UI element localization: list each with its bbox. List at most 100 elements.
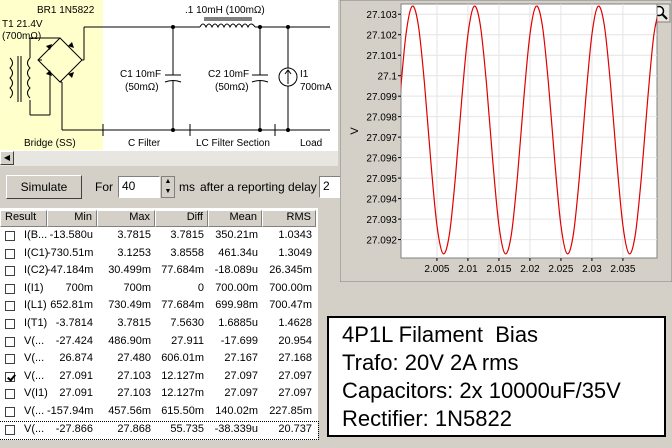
wires <box>9 17 330 136</box>
row-checkbox[interactable] <box>5 319 15 329</box>
name-cell: V(... <box>24 422 45 435</box>
column-header: Mean <box>208 210 262 227</box>
row-checkbox[interactable] <box>5 231 15 241</box>
value-cell: 12.127m <box>161 369 204 382</box>
row-checkbox[interactable] <box>5 283 15 294</box>
note-line: 4P1L Filament Bias <box>342 322 539 347</box>
row-checkbox[interactable] <box>5 336 15 347</box>
value-cell: 27.097 <box>224 387 258 400</box>
result-row: V(... -27.866 27.868 55.735 -38.339u 20.737 <box>0 420 319 440</box>
value-cell: 486.90m <box>108 334 151 347</box>
note-line: Capacitors: 2x 10000uF/35V <box>342 378 621 403</box>
unit-label: ms <box>179 180 195 194</box>
delay-label: after a reporting delay of <box>200 180 331 194</box>
value-cell: 3.7815 <box>170 229 204 241</box>
column-header: Min <box>47 210 97 227</box>
value-cell: 457.56m <box>108 405 151 417</box>
name-cell: V(... <box>24 334 45 347</box>
value-cell: 3.8558 <box>170 246 204 259</box>
duration-spinner[interactable]: ▲ ▼ <box>161 176 175 198</box>
y-tick-label: 27.092 <box>366 236 397 247</box>
value-cell: 7.5630 <box>170 317 204 329</box>
value-cell: 140.02m <box>215 405 258 417</box>
duration-input[interactable]: 40 <box>118 176 160 198</box>
row-checkbox[interactable] <box>5 407 15 417</box>
value-cell: 20.737 <box>278 422 312 435</box>
y-tick-label: 27.103 <box>366 10 397 21</box>
row-checkbox[interactable] <box>5 354 15 365</box>
value-cell: 3.7815 <box>117 229 151 241</box>
name-cell: V(... <box>24 352 45 365</box>
y-tick-label: 27.098 <box>366 113 397 124</box>
value-cell: 3.7815 <box>117 317 151 329</box>
value-cell: 27.911 <box>171 334 204 347</box>
result-row: I(C2) -47.184m 30.499m 77.684m -18.089u 26.34… <box>0 263 318 280</box>
row-checkbox[interactable] <box>5 266 15 277</box>
value-cell: 699.98m <box>215 299 258 312</box>
result-row: V(... -157.94m 457.56m 615.50m 140.02m 227.85… <box>0 404 318 421</box>
value-cell: 700m <box>65 281 93 294</box>
chart: V 27.103 27.102 27.101 27.1 27.099 27.098 27.0… <box>340 0 672 282</box>
row-checkbox[interactable] <box>5 371 15 382</box>
name-cell: V(... <box>24 369 45 382</box>
value-cell: 461.34u <box>218 246 258 259</box>
name-cell: I(C2) <box>24 264 49 277</box>
c1-label: C1 10mF <box>120 69 161 80</box>
column-header: RMS <box>262 210 316 227</box>
x-tick-label: 2.02 <box>520 264 540 275</box>
y-tick-label: 27.102 <box>366 31 397 42</box>
value-cell: 700.00m <box>269 281 312 294</box>
result-row: I(B... -13.580u 3.7815 3.7815 350.21m 1.0343 <box>0 228 318 245</box>
for-label: For <box>95 180 113 194</box>
value-cell: 27.868 <box>117 422 151 435</box>
section-label: C Filter <box>128 138 161 149</box>
row-checkbox[interactable] <box>5 248 15 259</box>
value-cell: 227.85m <box>269 405 312 417</box>
x-tick-label: 2.025 <box>548 264 573 275</box>
result-row: V(... 27.091 27.103 12.127m 27.097 27.097 <box>0 369 318 386</box>
schematic: BR1 1N5822 T1 21.4V (700mΩ) C1 10mF (50m… <box>0 0 338 150</box>
value-cell: 27.097 <box>224 369 258 382</box>
rectifier-label: BR1 1N5822 <box>37 5 95 16</box>
value-cell: 30.499m <box>108 264 151 277</box>
value-cell: 1.0343 <box>278 229 312 241</box>
y-tick-label: 27.096 <box>366 154 397 165</box>
y-tick-label: 27.1 <box>378 72 398 83</box>
scroll-left-button[interactable]: ◀ <box>0 151 14 165</box>
section-label: Load <box>300 138 322 149</box>
value-cell: 3.1253 <box>117 246 151 259</box>
c2-label: C2 10mF <box>208 69 249 80</box>
row-checkbox[interactable] <box>5 424 15 435</box>
row-checkbox[interactable] <box>5 301 15 312</box>
row-checkbox[interactable] <box>5 389 15 400</box>
result-row: V(I1) 27.091 27.103 12.127m 27.097 27.097 <box>0 386 318 403</box>
transformer-label: T1 21.4V <box>2 19 43 30</box>
value-cell: -17.699 <box>220 334 258 347</box>
y-tick-label: 27.093 <box>366 215 397 226</box>
name-cell: I(L1) <box>24 299 47 312</box>
value-cell: 0 <box>197 281 204 294</box>
diodes <box>46 42 74 78</box>
name-cell: V(... <box>24 405 45 417</box>
value-cell: 1.6885u <box>218 317 258 329</box>
value-cell: 27.168 <box>278 352 312 365</box>
value-cell: 77.684m <box>161 299 204 312</box>
name-cell: V(I1) <box>24 387 48 400</box>
value-cell: 55.735 <box>170 422 204 435</box>
c1-esr: (50mΩ) <box>125 82 159 93</box>
data-line <box>401 5 657 255</box>
value-cell: 1.4628 <box>278 317 312 329</box>
value-cell: 77.684m <box>161 264 204 277</box>
name-cell: I(T1) <box>24 317 48 329</box>
horizontal-scrollbar[interactable]: ◀ <box>0 150 338 166</box>
value-cell: 12.127m <box>161 387 204 400</box>
name-cell: I(B... <box>24 229 48 241</box>
result-row: V(... -27.424 486.90m 27.911 -17.699 20.954 <box>0 334 318 351</box>
y-tick-label: 27.101 <box>366 51 397 62</box>
section-label: LC Filter Section <box>196 138 270 149</box>
value-cell: -38.339u <box>214 422 258 435</box>
transformer-resistance: (700mΩ) <box>2 31 41 42</box>
y-tick-label: 27.094 <box>366 195 397 206</box>
simulate-button[interactable]: Simulate <box>6 175 82 199</box>
